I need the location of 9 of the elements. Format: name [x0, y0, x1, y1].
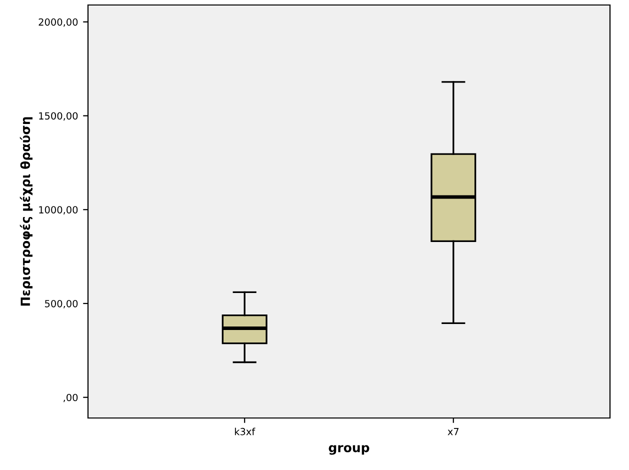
- y-tick-label: 2000,00: [38, 18, 78, 27]
- y-axis-title: Περιστροφές μέχρι θραύση: [20, 117, 33, 306]
- x-tick-label: k3xf: [234, 428, 256, 436]
- y-tick-label: 500,00: [45, 300, 78, 308]
- y-tick-label: 1500,00: [39, 112, 78, 121]
- x-tick-label: x7: [448, 428, 459, 436]
- y-tick-label: ,00: [64, 394, 78, 402]
- x-axis-title: group: [328, 445, 370, 455]
- y-tick-label: 1000,00: [39, 206, 78, 214]
